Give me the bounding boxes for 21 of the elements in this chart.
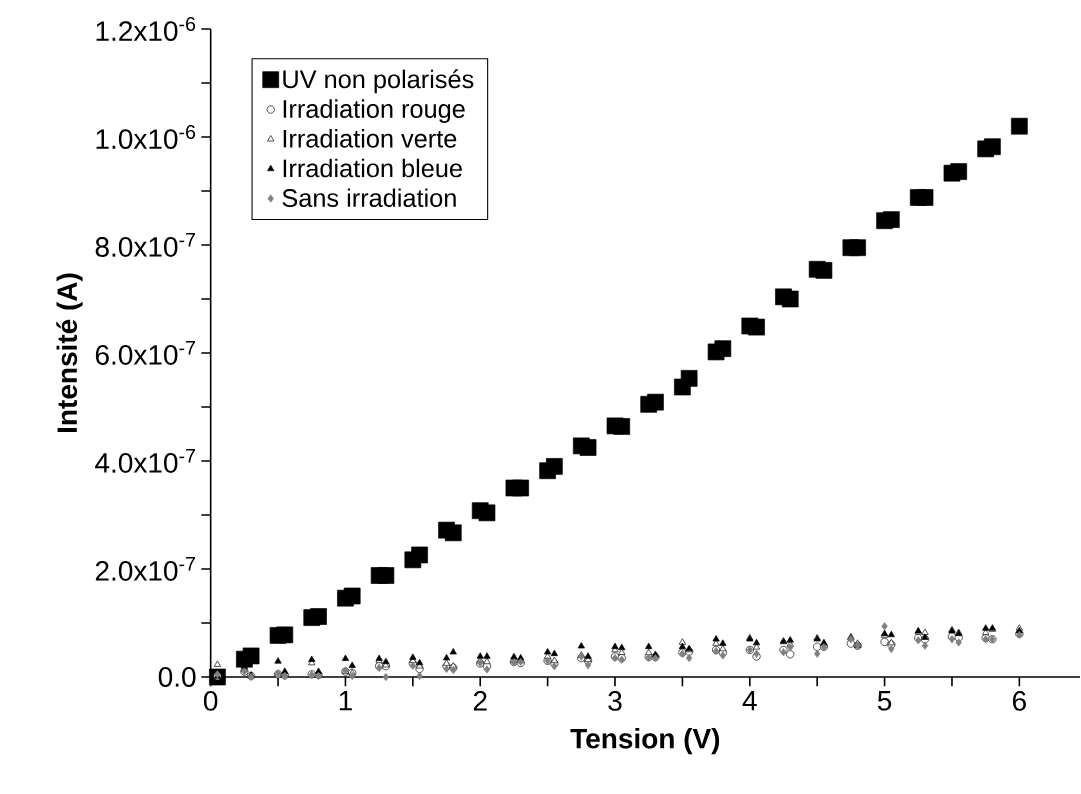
y-tick-label: 0.0 bbox=[158, 667, 196, 687]
y-tick-label: 8.0x10$^{-7}$ bbox=[95, 233, 195, 257]
y-tick-label: 1.2x10$^{-6}$ bbox=[96, 17, 196, 41]
legend-label: Irradiation bleue bbox=[283, 158, 462, 178]
x-tick-label: 5 bbox=[877, 691, 892, 711]
x-tick-label: 2 bbox=[473, 691, 487, 711]
legend-label: Irradiation verte bbox=[283, 129, 457, 148]
y-tick-label: 4.0x10$^{-7}$ bbox=[95, 449, 195, 473]
legend-label: Sans irradiation bbox=[282, 188, 456, 208]
y-tick-label: 2.0x10$^{-7}$ bbox=[95, 557, 195, 581]
x-tick-label: 6 bbox=[1012, 691, 1026, 711]
y-tick-label: 1.0x10$^{-6}$ bbox=[96, 125, 196, 149]
y-axis-title: Intensité (A) bbox=[56, 273, 83, 433]
y-tick-label: 6.0x10$^{-7}$ bbox=[95, 341, 195, 365]
x-tick-label: 1 bbox=[339, 691, 352, 711]
x-tick-label: 0 bbox=[203, 691, 218, 711]
legend-label: Irradiation rouge bbox=[283, 99, 465, 123]
x-tick-label: 3 bbox=[608, 691, 622, 711]
x-axis-title: Tension (V) bbox=[570, 728, 720, 755]
legend-label: UV non polarisés bbox=[283, 69, 474, 94]
x-tick-label: 4 bbox=[742, 691, 757, 711]
